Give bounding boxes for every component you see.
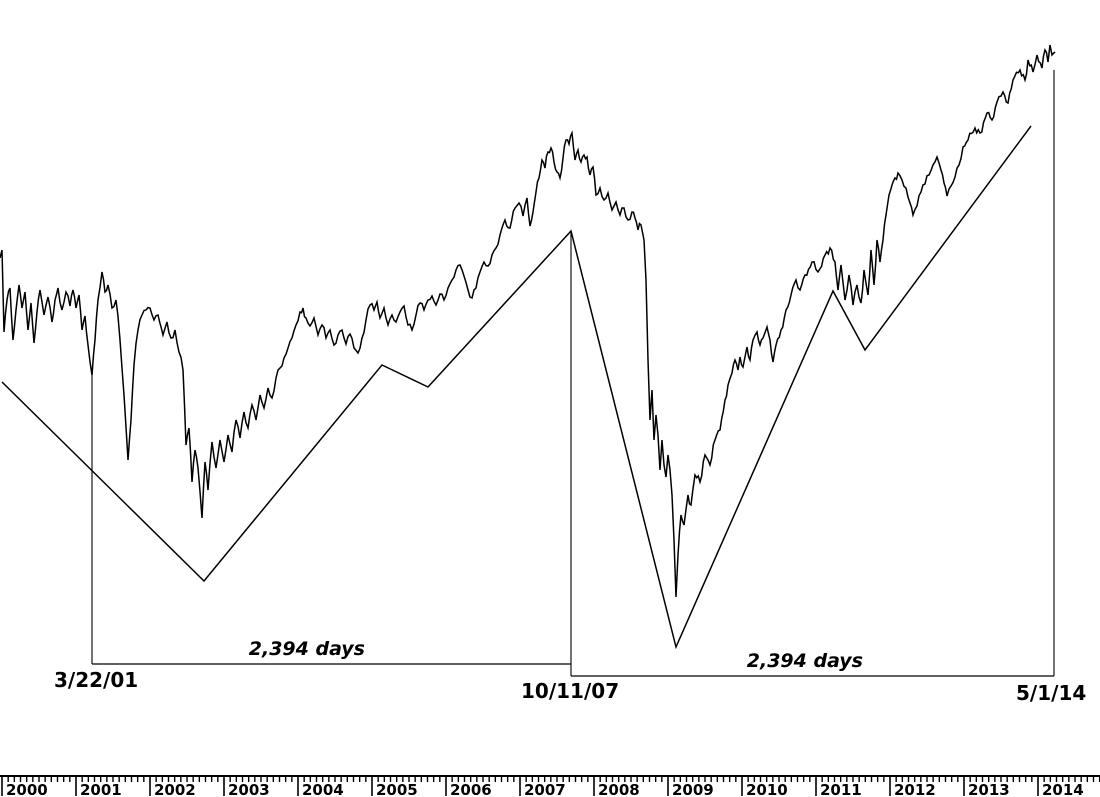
year-tick-label: 2010 — [746, 781, 788, 797]
year-tick-label: 2013 — [968, 781, 1010, 797]
zigzag-cycle-line-group — [1, 125, 1032, 650]
date-label-2014-end: 5/1/14 — [1016, 681, 1087, 705]
year-tick-label: 2002 — [154, 781, 196, 797]
year-tick-label: 2006 — [450, 781, 492, 797]
year-tick-label: 2003 — [228, 781, 270, 797]
year-tick-label: 2001 — [80, 781, 122, 797]
year-tick-label: 2009 — [672, 781, 714, 797]
year-tick-label: 2000 — [6, 781, 48, 797]
date-label-2007-peak: 10/11/07 — [521, 679, 620, 703]
year-tick-label: 2014 — [1042, 781, 1084, 797]
zigzag-line-path — [1, 125, 1032, 650]
year-tick-label: 2012 — [894, 781, 936, 797]
price-line-path — [0, 44, 1056, 598]
cycle-annotations-group — [91, 70, 1055, 677]
year-tick-label: 2005 — [376, 781, 418, 797]
year-tick-label: 2007 — [524, 781, 566, 797]
span-label-first-cycle: 2,394 days — [248, 638, 365, 660]
date-label-2001-low: 3/22/01 — [54, 668, 139, 692]
year-tick-label: 2008 — [598, 781, 640, 797]
year-tick-label: 2004 — [302, 781, 344, 797]
price-line-group — [0, 44, 1056, 598]
x-axis: 2000 2001 2002 2003 2004 2005 2006 2007 2008 2009… — [0, 775, 1100, 797]
span-label-second-cycle: 2,394 days — [746, 650, 863, 672]
year-tick-label: 2011 — [820, 781, 862, 797]
